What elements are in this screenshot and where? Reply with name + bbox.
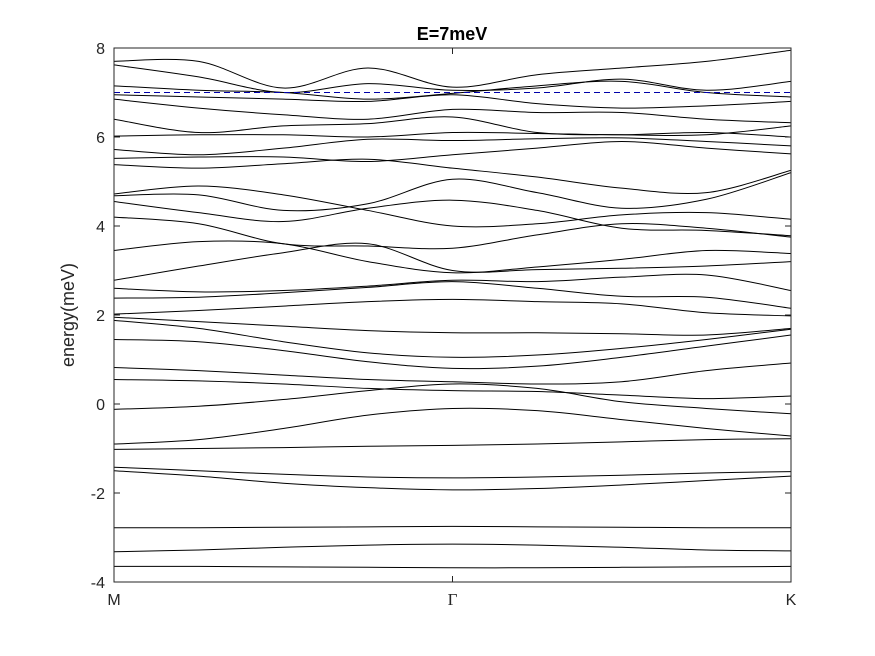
chart-title: E=7meV xyxy=(417,24,488,44)
band-line-4 xyxy=(114,470,791,491)
y-tick-label: 2 xyxy=(96,308,105,325)
y-tick-label: -4 xyxy=(91,575,105,592)
band-line-30 xyxy=(114,80,791,100)
band-line-17 xyxy=(114,242,791,281)
band-line-23 xyxy=(114,158,791,195)
band-line-18 xyxy=(114,240,791,274)
band-line-12 xyxy=(114,319,791,358)
band-line-26 xyxy=(114,131,791,138)
band-line-1 xyxy=(114,565,791,569)
band-line-2 xyxy=(114,543,791,553)
band-line-29 xyxy=(114,94,791,109)
y-tick-label: 0 xyxy=(96,397,105,414)
y-tick-label: 6 xyxy=(96,130,105,147)
band-line-3 xyxy=(114,525,791,529)
band-line-31 xyxy=(114,64,791,94)
band-line-32 xyxy=(114,49,791,89)
band-line-11 xyxy=(114,334,791,370)
band-line-9 xyxy=(114,379,791,400)
x-tick-label: Γ xyxy=(448,590,458,609)
band-line-27 xyxy=(114,116,791,137)
band-line-28 xyxy=(114,98,791,124)
band-line-13 xyxy=(114,316,791,336)
band-line-6 xyxy=(114,438,791,450)
x-tick-label: K xyxy=(786,592,797,609)
y-tick-label: -2 xyxy=(91,486,105,503)
band-line-14 xyxy=(114,298,791,317)
y-ticks: -4 -2 0 2 4 6 8 xyxy=(91,41,791,592)
band-line-24 xyxy=(114,140,791,162)
band-line-25 xyxy=(114,137,791,156)
band-line-10 xyxy=(114,362,791,385)
band-line-22 xyxy=(114,172,791,212)
band-line-21 xyxy=(114,185,791,228)
x-tick-label: M xyxy=(107,592,120,609)
y-tick-label: 8 xyxy=(96,41,105,58)
band-line-20 xyxy=(114,199,791,237)
y-tick-label: 4 xyxy=(96,219,105,236)
band-line-15 xyxy=(114,281,791,309)
axes-background xyxy=(114,48,791,582)
y-axis-label: energy(meV) xyxy=(58,263,78,367)
band-line-16 xyxy=(114,273,791,293)
band-line-5 xyxy=(114,466,791,479)
band-line-8 xyxy=(114,383,791,415)
band-line-7 xyxy=(114,407,791,445)
band-lines xyxy=(114,49,791,569)
band-line-19 xyxy=(114,216,791,250)
